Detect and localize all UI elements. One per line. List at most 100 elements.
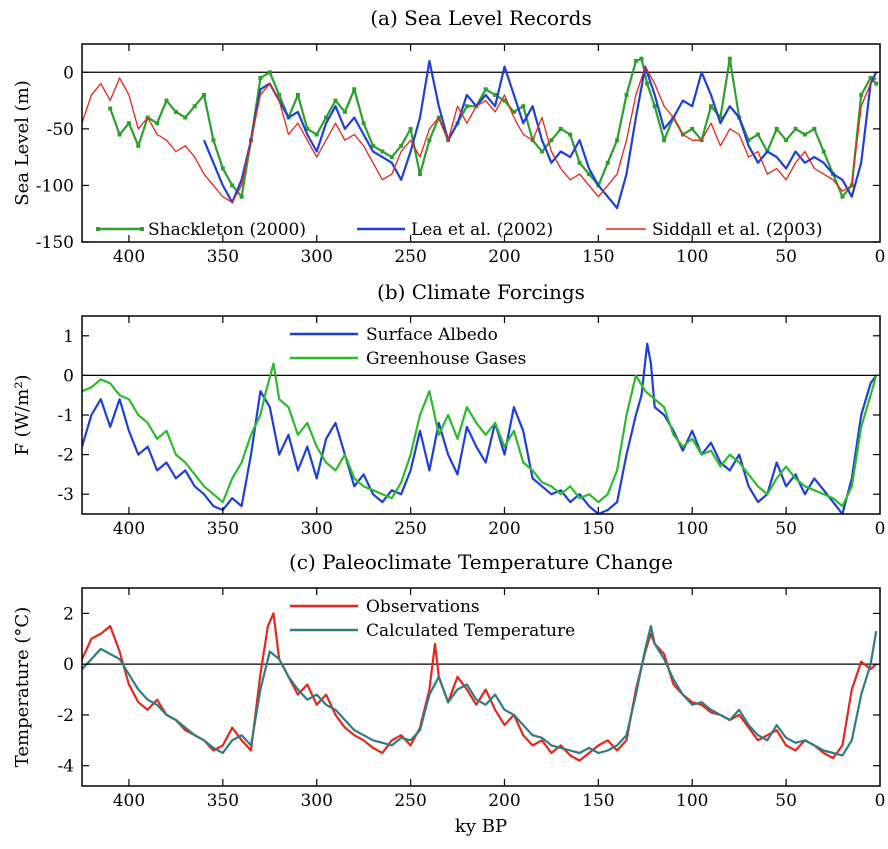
plot-frame (81, 43, 881, 243)
legend-label: Observations (366, 597, 480, 617)
y-tick-label: -2 (57, 446, 74, 466)
x-tick-label: 200 (488, 247, 520, 267)
data-point (183, 115, 188, 120)
x-tick-label: 200 (488, 791, 520, 811)
x-tick-label: 300 (300, 247, 332, 267)
data-point (802, 132, 807, 137)
x-tick-label: 400 (113, 791, 145, 811)
y-tick-label: -100 (36, 176, 74, 196)
y-tick-label: -50 (47, 120, 74, 140)
series-group (82, 612, 878, 762)
x-tick-label: 350 (207, 519, 239, 539)
x-tick-label: 400 (113, 247, 145, 267)
data-point (192, 104, 197, 109)
data-point (173, 109, 178, 114)
data-point (540, 149, 545, 154)
data-point (652, 104, 657, 109)
legend-label: Lea et al. (2002) (411, 220, 553, 240)
y-tick-label: -150 (36, 233, 74, 253)
data-point (230, 183, 235, 188)
x-axis-label: ky BP (455, 816, 507, 837)
data-point (521, 104, 526, 109)
x-tick-label: 250 (394, 791, 426, 811)
data-point (868, 75, 873, 80)
legend-marker (140, 227, 144, 231)
y-axis-label: Sea Level (m) (12, 80, 33, 205)
data-point (558, 126, 563, 131)
x-tick-label: 250 (394, 247, 426, 267)
y-tick-label: 0 (63, 63, 74, 83)
series-line-shackleton-2000- (109, 57, 877, 198)
data-point (361, 121, 366, 126)
data-point (718, 115, 723, 120)
panel-c: (c) Paleoclimate Temperature Change 400 35… (12, 550, 885, 811)
data-point (352, 87, 357, 92)
legend: Surface Albedo Greenhouse Gases (290, 325, 526, 369)
data-point (258, 75, 263, 80)
x-tick-label: 350 (207, 791, 239, 811)
series-line-surface-albedo (82, 342, 878, 514)
data-point (108, 106, 113, 111)
data-point (493, 92, 498, 97)
x-tick-label: 0 (875, 519, 886, 539)
x-tick-label: 0 (875, 247, 886, 267)
legend-label: Greenhouse Gases (366, 349, 526, 369)
x-tick-label: 0 (875, 791, 886, 811)
data-point (380, 149, 385, 154)
panel-title: (a) Sea Level Records (370, 6, 591, 30)
legend-marker (96, 227, 100, 231)
data-point (211, 138, 216, 143)
legend-label: Surface Albedo (366, 325, 498, 345)
data-point (690, 126, 695, 131)
x-tick-label: 300 (300, 519, 332, 539)
panel-title: (c) Paleoclimate Temperature Change (289, 550, 673, 574)
data-point (511, 109, 516, 114)
data-point (126, 121, 131, 126)
series-line-greenhouse-gases (82, 362, 878, 508)
data-point (464, 104, 469, 109)
x-tick-label: 150 (582, 791, 614, 811)
data-point (295, 92, 300, 97)
x-tick-label: 200 (488, 519, 520, 539)
x-tick-label: 350 (207, 247, 239, 267)
x-tick-label: 150 (582, 519, 614, 539)
data-point (136, 143, 141, 148)
data-point (812, 126, 817, 131)
data-point (639, 56, 644, 61)
data-point (577, 160, 582, 165)
y-tick-label: -3 (57, 485, 74, 505)
data-point (389, 155, 394, 160)
x-tick-label: 50 (775, 791, 797, 811)
y-tick-label: -1 (57, 406, 74, 426)
data-point (427, 138, 432, 143)
y-axis-label: Temperature (°C) (12, 607, 33, 767)
data-point (277, 92, 282, 97)
data-point (568, 132, 573, 137)
data-point (549, 138, 554, 143)
y-tick-label: 0 (63, 366, 74, 386)
legend-label: Calculated Temperature (366, 621, 575, 641)
data-point (220, 166, 225, 171)
data-point (155, 121, 160, 126)
plot-frame (81, 587, 881, 787)
data-point (615, 138, 620, 143)
y-tick-label: 2 (63, 604, 74, 624)
series-line-lea-et-al-2002- (202, 59, 878, 210)
legend-label: Siddall et al. (2003) (652, 220, 822, 240)
data-point (417, 172, 422, 177)
data-point (586, 172, 591, 177)
data-point (755, 132, 760, 137)
panel-a: (a) Sea Level Records 400 350 300 250 200 150 1… (12, 6, 885, 267)
data-point (746, 138, 751, 143)
data-point (821, 149, 826, 154)
data-point (624, 92, 629, 97)
x-tick-label: 50 (775, 519, 797, 539)
y-tick-label: 1 (63, 327, 74, 347)
x-tick-label: 400 (113, 519, 145, 539)
data-point (633, 58, 638, 63)
data-point (483, 87, 488, 92)
legend: Observations Calculated Temperature (290, 597, 575, 641)
data-point (239, 194, 244, 199)
